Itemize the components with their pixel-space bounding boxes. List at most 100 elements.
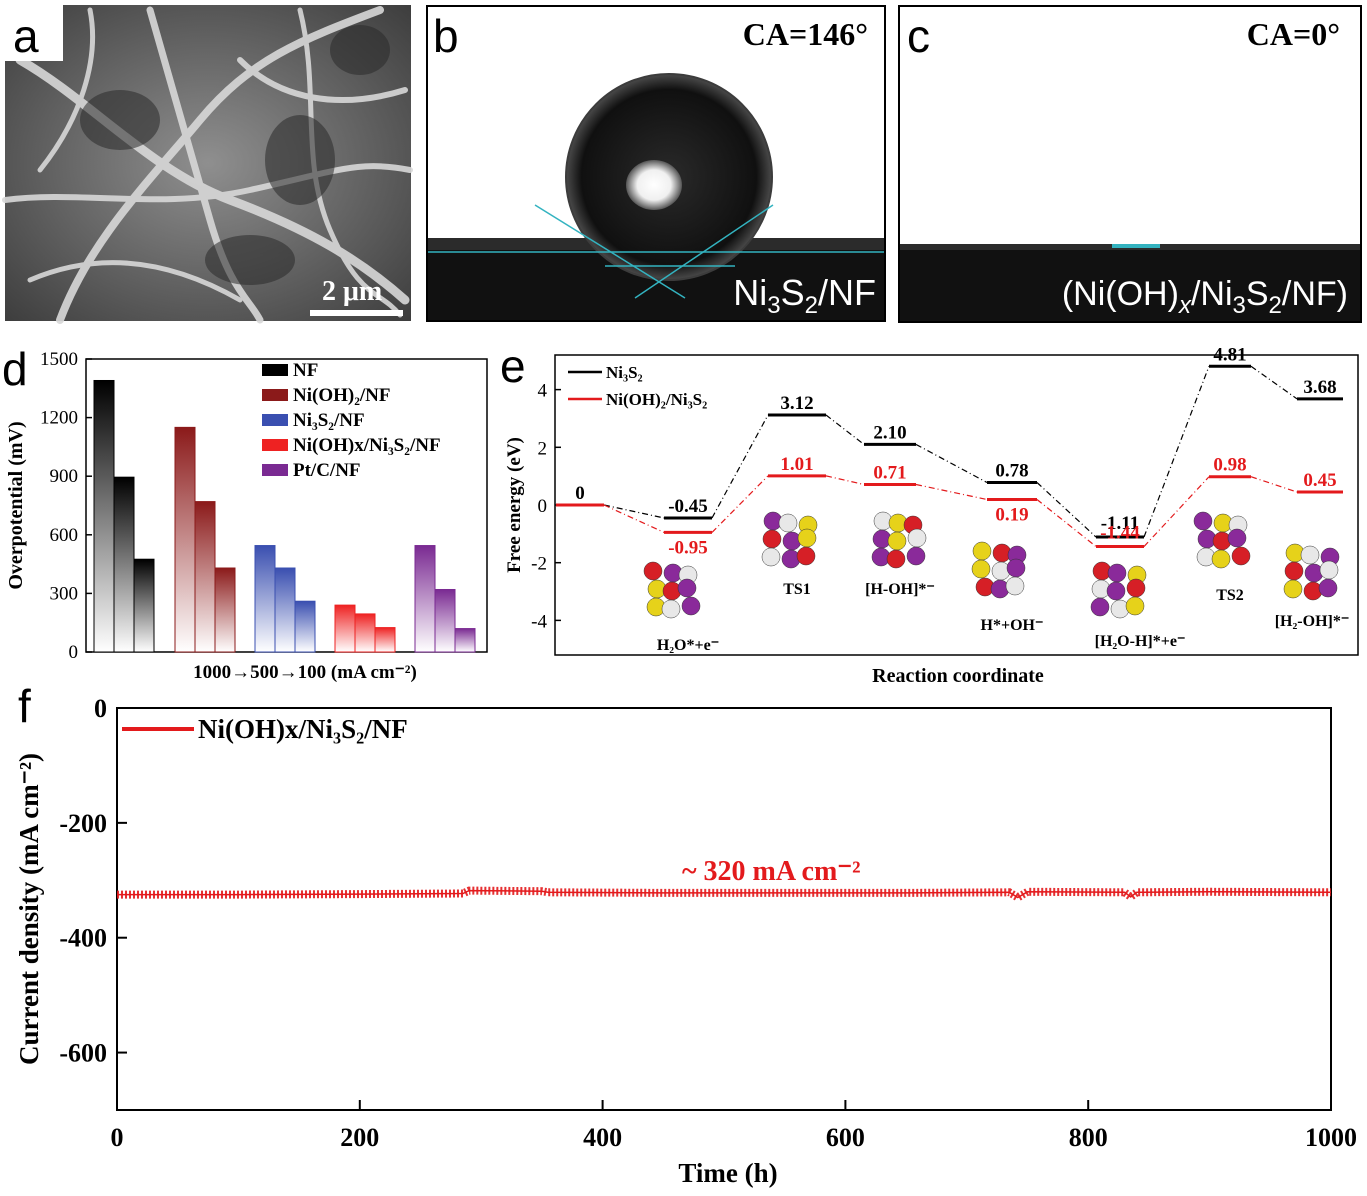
chart-e-value-label: 0.19 [995,505,1028,526]
droplet-glint [626,160,682,210]
panel-a: a 2 μm [2,5,413,324]
chart-e-connector [825,414,865,445]
chart-f: 0 200 400 600 800 1000 0 -200 -400 -600 Time (h) Cu… [14,694,1357,1188]
molecule-atom [1300,545,1320,565]
chart-d-ytick-label: 300 [50,583,79,604]
panel-b: b CA=146° Ni3S2/NF [426,5,886,322]
chart-d-bar [194,501,216,653]
chart-e-value-label: 0.98 [1213,455,1246,476]
panel-b-contact-angle: CA=146° [743,16,868,52]
chart-d-bar [214,567,236,653]
chart-d-xlabel: 1000→500→100 (mA cm⁻²) [193,662,417,683]
chart-e-state-label: TS2 [1216,587,1244,604]
chart-f-ytick-label: -200 [59,809,107,838]
chart-d-legend-label: Pt/C/NF [293,460,361,481]
chart-e-value-label: 3.12 [780,393,813,414]
chart-e-value-label: 0.71 [873,463,906,484]
chart-d: 0 300 600 900 1200 1500 Overpotential (mV) 1000… [5,349,488,683]
molecule-atom [661,599,681,619]
chart-e-connector [825,475,865,486]
panel-f: f 0 200 400 600 800 1000 0 -200 -400 -600 Time (h)… [14,680,1357,1188]
chart-e-connector [711,475,769,533]
scale-bar-label: 2 μm [322,276,382,307]
chart-e-state-label: [H₂-OH]*⁻ [1275,613,1350,630]
chart-e-ylabel: Free energy (eV) [504,437,525,573]
chart-f-annotation: ~ 320 mA cm⁻² [682,856,861,887]
chart-e-connector [1143,366,1210,538]
chart-e-value-label: 1.01 [780,454,813,475]
panel-a-letter: a [13,10,39,62]
chart-e-connector [1250,365,1298,400]
molecule-atom [1319,560,1339,580]
chart-e: -4 -2 0 2 4 Free energy (eV) Reaction coordina… [504,344,1359,687]
molecule-atom [1106,581,1126,601]
chart-f-legend-label: Ni(OH)x/Ni₃S₂/NF [198,714,408,744]
chart-e-connector [1143,476,1210,547]
chart-d-bar [414,545,436,653]
chart-e-value-label: 0 [575,483,585,504]
chart-f-series-core [117,889,1332,899]
chart-e-connector [1036,482,1097,538]
molecule-atom [1211,549,1231,569]
chart-e-state-label: [H-OH]*⁻ [865,581,935,598]
molecule-structure-icon [643,561,701,619]
chart-e-connector [1250,476,1298,493]
chart-f-ytick-label: 0 [94,694,107,723]
chart-e-value-label: -1.11 [1101,513,1140,534]
chart-e-value-label: 4.81 [1213,344,1246,365]
molecule-structure-icon [1283,543,1340,601]
panel-c-letter: c [907,10,930,62]
chart-f-ytick-label: -600 [59,1039,107,1068]
chart-d-ytick-label: 900 [50,466,79,487]
chart-e-value-label: -1.44 [1100,523,1140,544]
panel-e-letter: e [500,340,526,392]
panel-c: c CA=0° (Ni(OH)x/Ni3S2/NF) [898,5,1362,323]
chart-e-state-label: TS1 [783,581,811,598]
molecule-atom [797,528,817,548]
chart-e-value-label: -0.45 [668,496,708,517]
sem-fibers [2,6,413,324]
molecule-atom [1005,576,1025,596]
molecule-atom [907,528,927,548]
chart-d-bar [294,600,316,653]
chart-e-value-label: 0.78 [995,461,1028,482]
molecule-atom [1126,578,1146,598]
chart-f-xtick-label: 400 [583,1123,622,1152]
chart-d-legend-swatch [262,464,288,476]
molecule-atom [886,549,906,569]
molecule-atom [761,547,781,567]
panel-e: e -4 -2 0 2 4 Free energy (eV) Reaction coordi… [500,340,1359,687]
scale-bar [310,310,403,316]
chart-d-bar [354,613,376,653]
molecule-atom [681,596,701,616]
chart-f-xtick-label: 200 [340,1123,379,1152]
chart-f-ylabel: Current density (mA cm⁻²) [14,753,44,1065]
panel-f-letter: f [18,680,31,732]
molecule-atom [1107,563,1127,583]
chart-d-legend-swatch [262,414,288,426]
chart-d-legend-swatch [262,439,288,451]
chart-d-bar [174,426,196,653]
chart-e-ytick-label: 4 [538,381,548,402]
molecule-atom [971,559,991,579]
molecule-structure-icon [1090,561,1147,619]
panel-d: d 0 300 600 900 1200 1500 Overpotential (mV) 10… [2,343,488,683]
chart-f-xtick-label: 0 [111,1123,124,1152]
molecule-structure-icon [761,511,818,569]
chart-e-connector [915,483,988,501]
chart-d-legend-swatch [262,389,288,401]
molecule-atom [906,546,926,566]
molecule-atom [677,578,697,598]
chart-e-connector [603,504,665,519]
chart-f-ytick-label: -400 [59,924,107,953]
chart-e-ytick-label: 2 [538,438,548,459]
chart-d-bar [274,567,296,653]
panel-b-sample-label: Ni3S2/NF [733,272,876,319]
molecule-structure-icon [971,541,1027,599]
chart-d-legend-label: Ni₃S₂/NF [293,410,365,431]
chart-d-ylabel: Overpotential (mV) [5,421,27,589]
chart-d-bar [434,588,456,653]
panel-b-letter: b [433,10,459,62]
contact-angle-tangents [428,204,884,299]
